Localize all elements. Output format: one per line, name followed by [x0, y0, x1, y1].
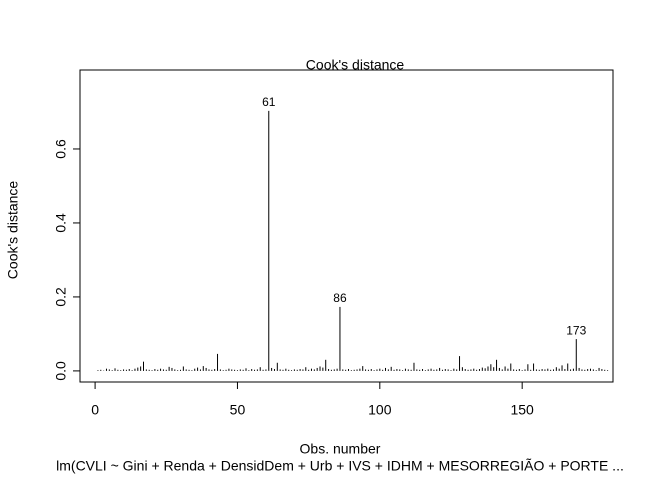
- y-tick-label: 0.2: [53, 287, 69, 307]
- chart-title: Cook's distance: [306, 57, 405, 73]
- y-tick-label: 0.6: [53, 139, 69, 159]
- x-tick-label: 0: [91, 402, 99, 418]
- y-axis-label: Cook's distance: [5, 181, 21, 280]
- y-tick-label: 0.4: [53, 213, 69, 233]
- point-label: 61: [262, 95, 276, 109]
- point-label: 86: [333, 291, 347, 305]
- point-label: 173: [566, 323, 586, 337]
- subtitle: lm(CVLI ~ Gini + Renda + DensidDem + Urb…: [56, 458, 624, 474]
- x-tick-label: 50: [230, 402, 246, 418]
- y-tick-label: 0.0: [53, 361, 69, 381]
- plot-box: [79, 69, 614, 383]
- x-tick-label: 100: [368, 402, 392, 418]
- x-axis-label: Obs. number: [300, 441, 381, 457]
- x-tick-label: 150: [510, 402, 534, 418]
